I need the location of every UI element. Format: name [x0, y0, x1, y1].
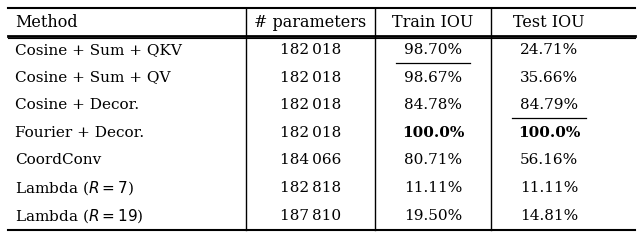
Text: 184 066: 184 066 [280, 154, 341, 168]
Text: 182 018: 182 018 [280, 43, 341, 57]
Text: 19.50%: 19.50% [404, 209, 462, 223]
Text: Cosine + Sum + QKV: Cosine + Sum + QKV [15, 43, 182, 57]
Text: Method: Method [15, 14, 78, 31]
Text: 98.70%: 98.70% [404, 43, 462, 57]
Text: Lambda ($R = 19$): Lambda ($R = 19$) [15, 207, 144, 225]
Text: 24.71%: 24.71% [520, 43, 579, 57]
Text: 14.81%: 14.81% [520, 209, 579, 223]
Text: Lambda ($R = 7$): Lambda ($R = 7$) [15, 179, 134, 197]
Text: 56.16%: 56.16% [520, 154, 579, 168]
Text: Test IOU: Test IOU [513, 14, 585, 31]
Text: 182 018: 182 018 [280, 98, 341, 112]
Text: 182 018: 182 018 [280, 70, 341, 84]
Text: # parameters: # parameters [255, 14, 367, 31]
Text: 100.0%: 100.0% [402, 126, 464, 140]
Text: 182 818: 182 818 [280, 181, 341, 195]
Text: CoordConv: CoordConv [15, 154, 102, 168]
Text: Train IOU: Train IOU [392, 14, 474, 31]
Text: 182 018: 182 018 [280, 126, 341, 140]
Text: Cosine + Sum + QV: Cosine + Sum + QV [15, 70, 171, 84]
Text: 35.66%: 35.66% [520, 70, 578, 84]
Text: Cosine + Decor.: Cosine + Decor. [15, 98, 140, 112]
Text: Fourier + Decor.: Fourier + Decor. [15, 126, 145, 140]
Text: 187 810: 187 810 [280, 209, 341, 223]
Text: 100.0%: 100.0% [518, 126, 580, 140]
Text: 84.79%: 84.79% [520, 98, 578, 112]
Text: 11.11%: 11.11% [520, 181, 579, 195]
Text: 84.78%: 84.78% [404, 98, 462, 112]
Text: 80.71%: 80.71% [404, 154, 462, 168]
Text: 11.11%: 11.11% [404, 181, 462, 195]
Text: 98.67%: 98.67% [404, 70, 462, 84]
